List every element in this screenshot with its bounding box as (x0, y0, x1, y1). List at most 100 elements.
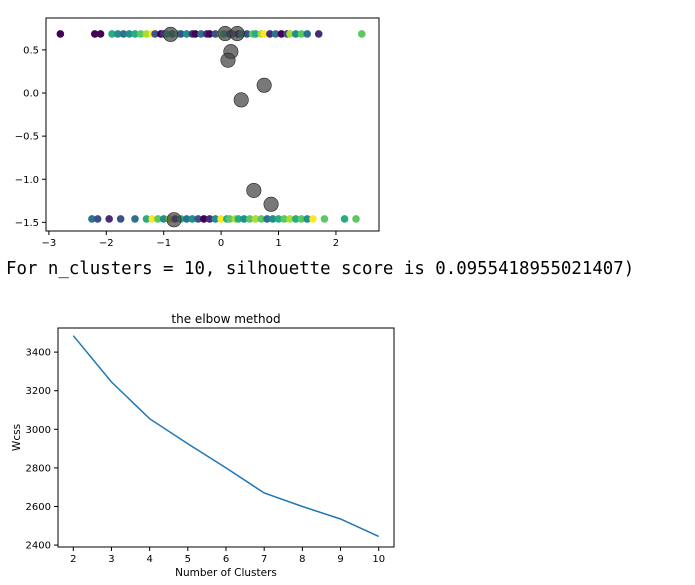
elbow-wcss-line (72, 335, 380, 538)
scatter-point (266, 30, 274, 38)
scatter-point (142, 30, 151, 38)
scatter-point (182, 30, 191, 38)
scatter-x-tick-label: −2 (99, 238, 114, 249)
scatter-point (205, 215, 214, 223)
cluster-centroid (220, 52, 236, 68)
scatter-chart: −3 −2 −1 0 1 2 0.5 0.0 −0.5 −1.0 −1.5 (15, 17, 380, 249)
scatter-point (56, 30, 65, 38)
silhouette-output-text: For n_clusters = 10, silhouette score is… (6, 259, 635, 279)
scatter-point (125, 30, 134, 38)
scatter-point (297, 215, 306, 223)
scatter-point (260, 30, 268, 38)
elbow-plot-frame (57, 327, 395, 548)
scatter-point (286, 215, 294, 223)
scatter-point (257, 215, 266, 223)
scatter-points (56, 30, 366, 223)
elbow-x-tick-label: 4 (146, 554, 152, 565)
scatter-point (182, 215, 191, 223)
scatter-point (291, 215, 300, 223)
scatter-point (234, 215, 243, 223)
elbow-y-tick-label: 3200 (26, 386, 51, 397)
elbow-y-tick-label: 2400 (26, 541, 51, 552)
elbow-y-tick-label: 3400 (26, 348, 51, 359)
elbow-y-tick-label: 2800 (26, 463, 51, 474)
scatter-point (314, 30, 323, 38)
scatter-point (268, 215, 277, 223)
scatter-x-tick-label: 2 (333, 238, 339, 249)
scatter-x-tick-label: 0 (218, 238, 224, 249)
elbow-x-tick-label: 7 (261, 554, 267, 565)
scatter-x-tick-label: −3 (41, 238, 56, 249)
scatter-point (246, 215, 254, 223)
scatter-point (154, 215, 162, 223)
scatter-point (243, 30, 251, 38)
cluster-centroid (229, 26, 245, 42)
scatter-point (297, 30, 306, 38)
cluster-centroid (246, 182, 262, 198)
scatter-point (177, 30, 185, 38)
scatter-point (303, 30, 312, 38)
elbow-chart: the elbow method Number of Clusters Wcss… (11, 312, 395, 579)
scatter-point (303, 215, 312, 223)
scatter-point (151, 30, 159, 38)
scatter-point (309, 215, 317, 223)
scatter-point (96, 30, 105, 38)
scatter-point (280, 215, 289, 223)
scatter-point (205, 30, 214, 38)
scatter-x-tick-label: 1 (275, 238, 281, 249)
scatter-point (108, 30, 116, 38)
elbow-x-tick-label: 2 (70, 554, 76, 565)
cluster-centroid (166, 212, 182, 228)
elbow-x-tick-label: 10 (372, 554, 385, 565)
scatter-point (291, 30, 300, 38)
scatter-y-tick-label: −1.0 (15, 175, 39, 186)
scatter-point (148, 215, 157, 223)
scatter-point (211, 30, 220, 38)
cluster-centroid (233, 92, 249, 108)
scatter-axis-ticks: −3 −2 −1 0 1 2 0.5 0.0 −0.5 −1.0 −1.5 (15, 45, 339, 249)
scatter-point (200, 215, 208, 223)
elbow-y-axis-label: Wcss (11, 424, 23, 451)
scatter-point (188, 215, 197, 223)
scatter-point (119, 30, 128, 38)
elbow-chart-title: the elbow method (171, 312, 280, 326)
scatter-plot-frame (45, 17, 380, 232)
scatter-point (197, 30, 205, 38)
scatter-x-tick-label: −1 (156, 238, 171, 249)
scatter-y-tick-label: −1.5 (15, 218, 39, 229)
scatter-point (88, 215, 96, 223)
scatter-point (277, 30, 286, 38)
scatter-point (105, 215, 113, 223)
scatter-point (271, 30, 280, 38)
scatter-point (286, 30, 294, 38)
scatter-y-tick-label: −0.5 (15, 132, 39, 143)
elbow-x-tick-label: 3 (108, 554, 114, 565)
scatter-point (113, 30, 122, 38)
scatter-point (131, 215, 139, 223)
scatter-point (131, 30, 139, 38)
scatter-point (274, 215, 283, 223)
elbow-x-tick-label: 6 (223, 554, 229, 565)
elbow-x-axis-label: Number of Clusters (175, 567, 277, 579)
scatter-point (352, 215, 360, 223)
cluster-centroid (163, 26, 179, 42)
scatter-point (194, 215, 202, 223)
scatter-point (159, 215, 168, 223)
scatter-point (142, 215, 151, 223)
elbow-axis-ticks: 2 3 4 5 6 7 8 9 10 2400 2600 2800 3000 3200 3400 (26, 348, 386, 565)
scatter-point (217, 215, 225, 223)
scatter-point (116, 215, 125, 223)
scatter-point (93, 215, 102, 223)
scatter-point (240, 215, 248, 223)
scatter-point (251, 215, 260, 223)
scatter-point (225, 215, 234, 223)
elbow-y-tick-label: 2600 (26, 502, 51, 513)
scatter-point (340, 215, 349, 223)
scatter-point (357, 30, 366, 38)
scatter-y-tick-label: 0.0 (23, 89, 39, 100)
elbow-y-tick-label: 3000 (26, 425, 51, 436)
elbow-x-tick-label: 8 (299, 554, 305, 565)
scatter-point (263, 215, 271, 223)
scatter-point (191, 30, 200, 38)
elbow-x-tick-label: 5 (185, 554, 191, 565)
